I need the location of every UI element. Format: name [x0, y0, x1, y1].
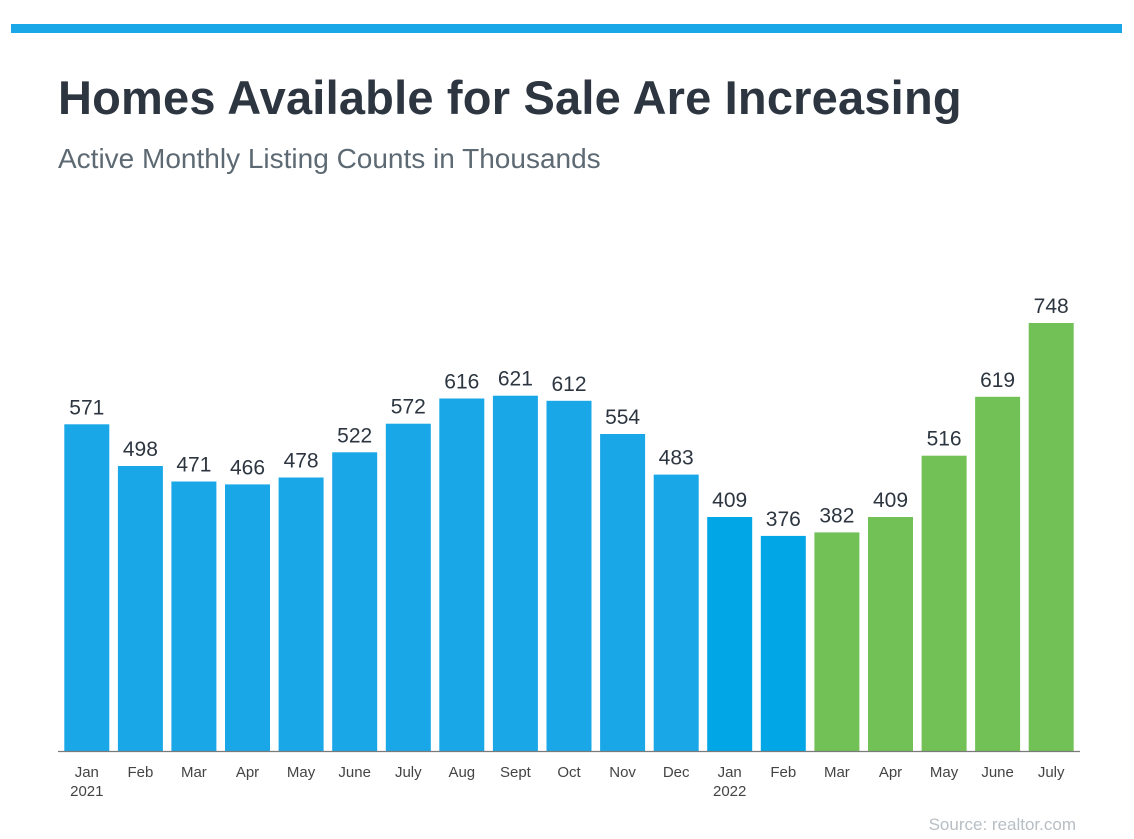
- data-label-5: 478: [284, 450, 319, 473]
- chart-title: Homes Available for Sale Are Increasing: [58, 71, 962, 124]
- data-label-9: 621: [498, 368, 533, 391]
- data-label-4: 466: [230, 456, 265, 479]
- x-tick-label-9: Sept: [500, 764, 532, 781]
- data-label-1: 571: [69, 396, 104, 419]
- data-label-3: 471: [176, 454, 211, 477]
- x-tick-label-1: Jan: [75, 764, 99, 781]
- bar-15: [814, 532, 860, 751]
- top-accent-rule: [11, 24, 1122, 33]
- bar-12: [653, 474, 699, 751]
- bar-9: [492, 395, 538, 751]
- data-label-10: 612: [551, 373, 586, 396]
- x-tick-label-14: Feb: [770, 764, 796, 781]
- x-tick-label-19: July: [1038, 764, 1065, 781]
- bar-2: [117, 466, 163, 751]
- bar-16: [868, 517, 913, 751]
- x-tick-label-5: May: [287, 764, 316, 781]
- data-label-18: 619: [980, 369, 1015, 392]
- data-label-12: 483: [659, 447, 694, 470]
- bar-18: [975, 396, 1021, 751]
- data-label-15: 382: [819, 504, 854, 527]
- x-tick-label-11: Nov: [609, 764, 636, 781]
- x-year-label-13: 2022: [713, 783, 746, 800]
- x-tick-label-13: Jan: [718, 764, 742, 781]
- data-label-8: 616: [444, 371, 479, 394]
- data-label-2: 498: [123, 438, 158, 461]
- data-label-17: 516: [927, 428, 962, 451]
- x-tick-label-7: July: [395, 764, 422, 781]
- x-tick-label-17: May: [930, 764, 959, 781]
- x-year-label-1: 2021: [70, 783, 103, 800]
- bar-14: [760, 535, 806, 751]
- x-tick-label-12: Dec: [663, 764, 690, 781]
- x-tick-label-2: Feb: [127, 764, 153, 781]
- bar-19: [1028, 323, 1074, 751]
- chart-subtitle: Active Monthly Listing Counts in Thousan…: [58, 143, 601, 174]
- bar-6: [332, 452, 378, 751]
- data-label-19: 748: [1034, 295, 1069, 318]
- x-tick-label-15: Mar: [824, 764, 850, 781]
- data-label-14: 376: [766, 508, 801, 531]
- data-label-16: 409: [873, 489, 908, 512]
- data-label-11: 554: [605, 406, 640, 429]
- bar-4: [225, 484, 270, 751]
- x-tick-label-4: Apr: [236, 764, 259, 781]
- bar-5: [278, 477, 324, 751]
- x-tick-label-10: Oct: [557, 764, 581, 781]
- x-tick-label-3: Mar: [181, 764, 207, 781]
- bar-1: [64, 424, 110, 751]
- bar-13: [707, 517, 753, 751]
- x-tick-label-16: Apr: [879, 764, 902, 781]
- bar-8: [439, 398, 485, 751]
- data-label-6: 522: [337, 424, 372, 447]
- bar-3: [171, 481, 217, 751]
- bar-10: [546, 400, 592, 751]
- x-tick-label-6: June: [338, 764, 371, 781]
- bar-11: [600, 434, 646, 751]
- data-label-13: 409: [712, 489, 747, 512]
- x-tick-label-8: Aug: [448, 764, 475, 781]
- bar-7: [385, 423, 431, 751]
- source-note: Source: realtor.com: [928, 815, 1076, 834]
- bar-17: [921, 455, 967, 751]
- data-label-7: 572: [391, 396, 426, 419]
- x-tick-label-18: June: [981, 764, 1014, 781]
